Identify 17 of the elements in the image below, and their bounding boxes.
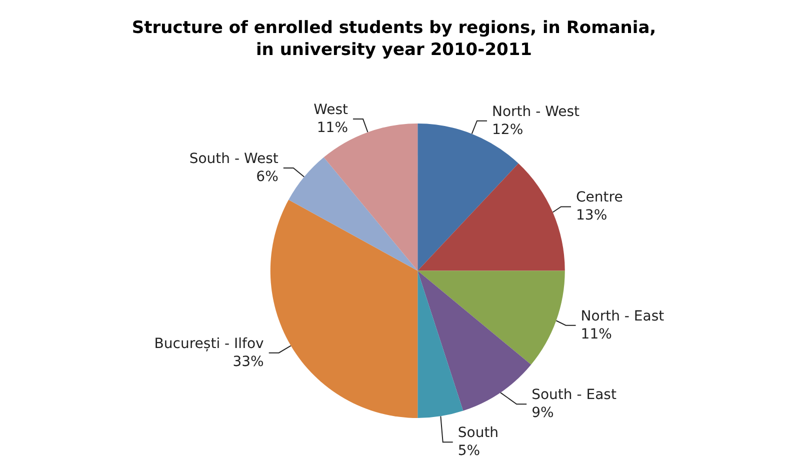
slice-label: South - East bbox=[532, 387, 617, 404]
slice-label: North - East bbox=[580, 308, 665, 324]
slice-label: South - West bbox=[189, 150, 279, 167]
slice-label: Centre bbox=[576, 190, 623, 206]
slice-label: South bbox=[458, 425, 499, 442]
chart-title: Structure of enrolled students by regions, in Romania, in university year 2010-2011 bbox=[132, 18, 656, 60]
data-label: 9% bbox=[532, 405, 554, 422]
data-label: 33% bbox=[232, 354, 264, 370]
slice-label: București - Ilfov bbox=[154, 336, 264, 352]
data-label: 5% bbox=[458, 443, 480, 460]
data-label: 13% bbox=[576, 208, 608, 224]
slice-label: West bbox=[314, 102, 349, 118]
data-label: 11% bbox=[580, 326, 612, 342]
data-label: 11% bbox=[316, 120, 348, 136]
slice-label: North - West bbox=[492, 104, 580, 120]
data-label: 12% bbox=[492, 122, 524, 138]
data-label: 6% bbox=[256, 168, 278, 185]
